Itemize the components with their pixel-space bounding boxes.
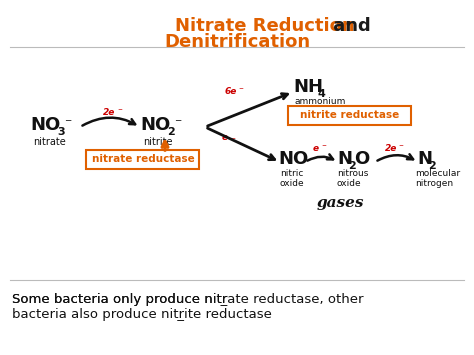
- Text: ammonium: ammonium: [295, 98, 346, 106]
- FancyBboxPatch shape: [289, 105, 411, 125]
- Text: 2e: 2e: [103, 108, 115, 117]
- Text: 2e: 2e: [385, 144, 397, 153]
- Text: molecular: molecular: [415, 169, 460, 179]
- Text: nitric: nitric: [280, 169, 303, 179]
- Text: nitrite: nitrite: [143, 137, 173, 147]
- Text: $^-$: $^-$: [397, 142, 404, 151]
- Text: e: e: [222, 133, 228, 142]
- Text: $^-$: $^-$: [229, 135, 237, 144]
- Text: oxide: oxide: [280, 179, 305, 187]
- Text: 3: 3: [57, 127, 64, 137]
- Text: nitrate reductase: nitrate reductase: [91, 154, 194, 164]
- Text: bacteria also produce nitr̲ite reductase: bacteria also produce nitr̲ite reductase: [12, 308, 272, 321]
- Text: NO: NO: [140, 116, 170, 134]
- Text: $^-$: $^-$: [173, 118, 183, 131]
- Text: 2: 2: [167, 127, 175, 137]
- Text: 2: 2: [428, 161, 436, 171]
- Text: Some bacteria only produce nitr̲ate reductase, other: Some bacteria only produce nitr̲ate redu…: [12, 293, 364, 306]
- Text: NO: NO: [278, 150, 308, 168]
- Text: nitrite reductase: nitrite reductase: [301, 110, 400, 120]
- Text: oxide: oxide: [337, 179, 362, 187]
- Text: $^-$: $^-$: [116, 106, 124, 115]
- Text: N: N: [337, 150, 352, 168]
- Text: Some bacteria only produce nitr: Some bacteria only produce nitr: [12, 293, 227, 306]
- Text: nitrous: nitrous: [337, 169, 368, 179]
- FancyBboxPatch shape: [86, 149, 200, 169]
- Text: N: N: [417, 150, 432, 168]
- Text: Nitrate Reduction: Nitrate Reduction: [175, 17, 355, 35]
- Text: 2: 2: [348, 161, 356, 171]
- Text: NO: NO: [30, 116, 60, 134]
- Text: gases: gases: [316, 196, 364, 210]
- Text: $^-$: $^-$: [320, 142, 328, 151]
- Text: 6e: 6e: [225, 87, 237, 96]
- Text: Denitrification: Denitrification: [164, 33, 310, 51]
- Text: nitrate: nitrate: [33, 137, 66, 147]
- Text: e: e: [313, 144, 319, 153]
- Text: NH: NH: [293, 78, 323, 96]
- Text: $^-$: $^-$: [237, 85, 245, 94]
- Text: 4: 4: [318, 89, 326, 99]
- Text: nitrogen: nitrogen: [415, 179, 453, 187]
- Text: and: and: [327, 17, 371, 35]
- Text: $^-$: $^-$: [63, 118, 73, 131]
- Text: O: O: [354, 150, 369, 168]
